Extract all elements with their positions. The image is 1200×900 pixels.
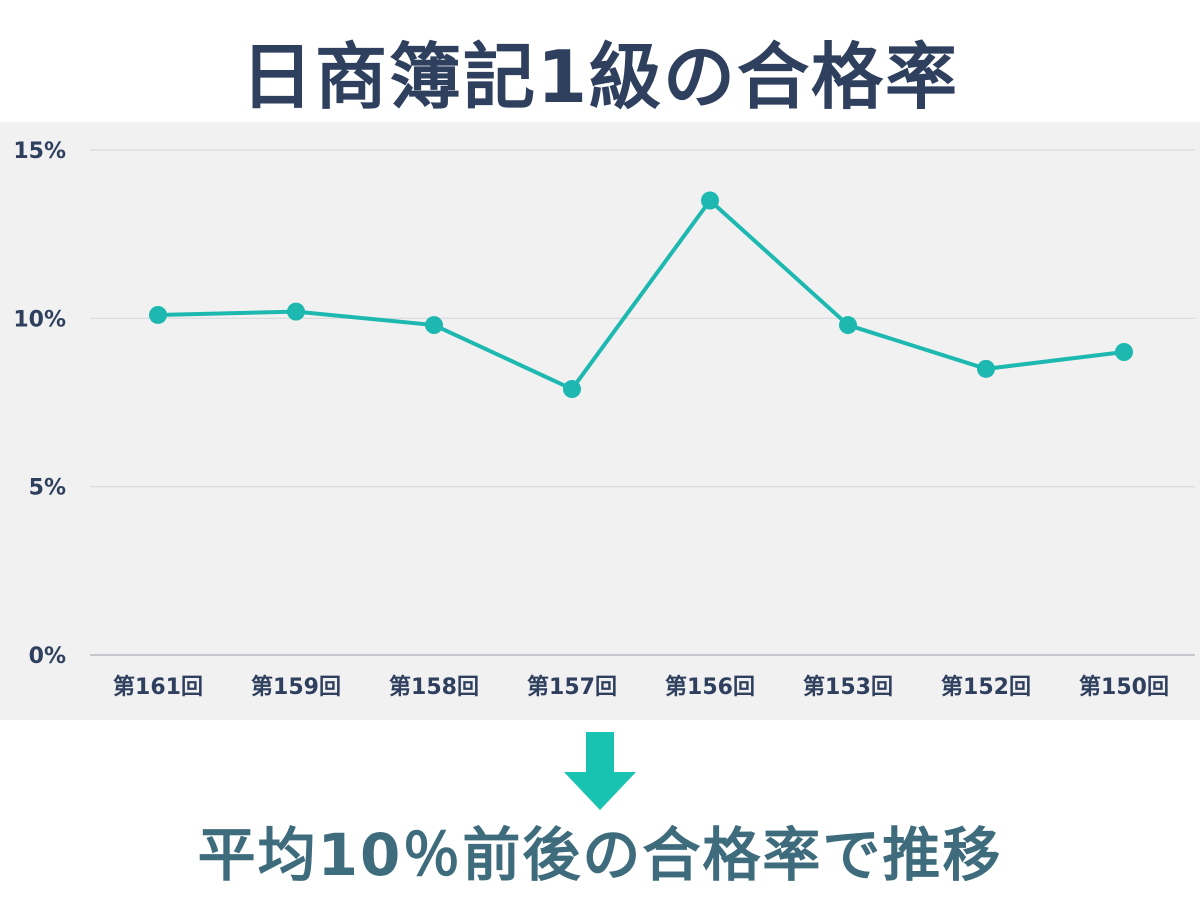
y-tick-label: 0%: [29, 644, 66, 669]
x-tick-label: 第150回: [1079, 674, 1169, 700]
subtitle: 平均10％前後の合格率で推移: [197, 821, 1003, 889]
data-point: [839, 316, 857, 335]
x-tick-label: 第152回: [941, 674, 1031, 700]
data-point: [701, 191, 719, 210]
data-point: [563, 380, 581, 399]
down-arrow-icon: [564, 732, 636, 810]
data-point: [1115, 343, 1133, 361]
x-tick-label: 第157回: [527, 674, 617, 700]
x-tick-label: 第153回: [803, 674, 893, 700]
x-tick-label: 第161回: [113, 674, 203, 700]
chart-panel: 0% 5% 10% 15% 第161回 第159回 第158回 第157回 第156回 第153回…: [0, 122, 1200, 720]
series-line: [156, 198, 1126, 392]
page-title: 日商簿記1級の合格率: [240, 35, 960, 119]
y-tick-label: 15%: [13, 139, 66, 164]
data-point: [425, 316, 443, 335]
x-tick-label: 第158回: [389, 674, 479, 700]
line-chart: 0% 5% 10% 15% 第161回 第159回 第158回 第157回 第156回 第153回…: [13, 139, 1195, 700]
data-point: [287, 302, 305, 321]
y-tick-label: 10%: [13, 307, 66, 332]
x-tick-label: 第156回: [665, 674, 755, 700]
data-point: [977, 359, 995, 378]
x-tick-label: 第159回: [251, 674, 341, 700]
y-tick-label: 5%: [29, 476, 66, 501]
data-point: [149, 305, 167, 324]
